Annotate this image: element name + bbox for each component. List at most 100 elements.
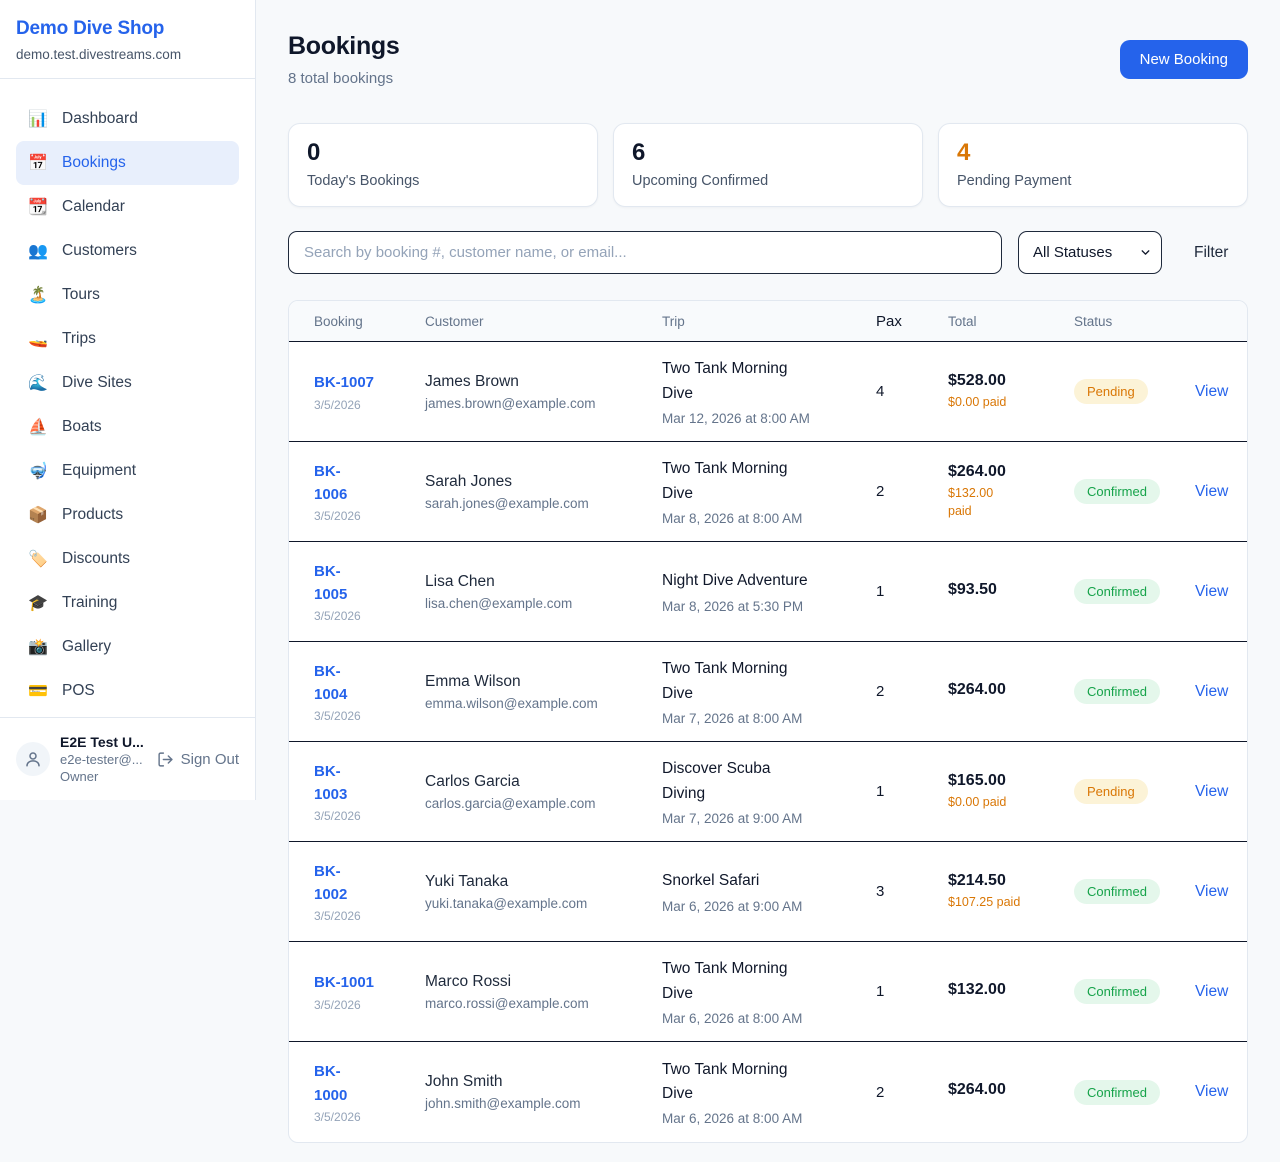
sidebar-item-equipment[interactable]: 🤿 Equipment xyxy=(16,449,239,493)
total-amount: $165.00 xyxy=(948,771,1006,789)
sidebar-item-tours[interactable]: 🏝️ Tours xyxy=(16,273,239,317)
sidebar-item-label: Gallery xyxy=(62,638,112,655)
trip-cell: Discover Scuba Diving Mar 7, 2026 at 9:0… xyxy=(662,757,876,825)
booking-cell: BK- 1003 3/5/2026 xyxy=(314,760,425,824)
user-icon xyxy=(26,752,40,767)
sidebar-item-gallery[interactable]: 📸 Gallery xyxy=(16,625,239,669)
stat-value: 6 xyxy=(632,139,646,166)
filter-row: All Statuses Filter xyxy=(288,231,1248,274)
user-box: E2E Test U... e2e-tester@... Owner Sign … xyxy=(0,717,255,800)
equipment-icon: 🤿 xyxy=(28,463,48,480)
status-select[interactable]: All Statuses xyxy=(1018,231,1162,274)
booking-date: 3/5/2026 xyxy=(314,609,361,624)
view-link[interactable]: View xyxy=(1195,782,1229,800)
sign-out-label: Sign Out xyxy=(180,750,239,768)
view-cell: View xyxy=(1195,983,1247,1001)
status-badge: Confirmed xyxy=(1074,1079,1160,1105)
booking-id-link[interactable]: BK- 1005 xyxy=(314,562,348,603)
sidebar-item-products[interactable]: 📦 Products xyxy=(16,493,239,537)
sidebar-item-bookings[interactable]: 📅 Bookings xyxy=(16,141,239,185)
booking-date: 3/5/2026 xyxy=(314,997,361,1012)
sidebar-item-customers[interactable]: 👥 Customers xyxy=(16,229,239,273)
column-header-booking: Booking xyxy=(314,313,363,329)
customer-cell: John Smith john.smith@example.com xyxy=(425,1073,662,1111)
bookings-icon: 📅 xyxy=(28,155,48,172)
filter-button[interactable]: Filter xyxy=(1194,243,1229,261)
customer-cell: Carlos Garcia carlos.garcia@example.com xyxy=(425,773,662,811)
view-link[interactable]: View xyxy=(1195,1083,1229,1100)
booking-id-link[interactable]: BK- 1004 xyxy=(314,662,348,703)
pax-count: 1 xyxy=(876,983,885,1000)
booking-id-link[interactable]: BK-1007 xyxy=(314,374,375,392)
status-select-wrap: All Statuses xyxy=(1018,231,1162,274)
column-header-customer: Customer xyxy=(425,313,484,329)
sidebar-item-dashboard[interactable]: 📊 Dashboard xyxy=(16,97,239,141)
status-badge: Confirmed xyxy=(1074,979,1160,1004)
customer-cell: Yuki Tanaka yuki.tanaka@example.com xyxy=(425,873,662,911)
table-row: BK- 1004 3/5/2026 Emma Wilson emma.wilso… xyxy=(289,642,1247,742)
shop-header: Demo Dive Shop demo.test.divestreams.com xyxy=(0,0,255,79)
trip-datetime: Mar 7, 2026 at 8:00 AM xyxy=(662,710,803,726)
total-amount: $132.00 xyxy=(948,980,1006,998)
total-amount: $93.50 xyxy=(948,580,997,598)
booking-id-link[interactable]: BK- 1003 xyxy=(314,762,348,803)
booking-date: 3/5/2026 xyxy=(314,509,361,524)
view-link[interactable]: View xyxy=(1195,682,1229,700)
shop-domain: demo.test.divestreams.com xyxy=(16,47,182,62)
sign-out-button[interactable]: Sign Out xyxy=(157,751,239,768)
booking-id-link[interactable]: BK- 1006 xyxy=(314,462,348,503)
customer-cell: Sarah Jones sarah.jones@example.com xyxy=(425,473,662,511)
customer-name: James Brown xyxy=(425,372,519,390)
customer-name: John Smith xyxy=(425,1073,503,1090)
pax-count: 1 xyxy=(876,583,885,600)
view-link[interactable]: View xyxy=(1195,882,1229,900)
booking-id-link[interactable]: BK- 1002 xyxy=(314,862,348,903)
new-booking-button[interactable]: New Booking xyxy=(1119,40,1248,79)
sidebar-item-discounts[interactable]: 🏷️ Discounts xyxy=(16,537,239,581)
sidebar-item-training[interactable]: 🎓 Training xyxy=(16,581,239,625)
stat-card-pending-payment: 4 Pending Payment xyxy=(938,123,1248,207)
trip-cell: Night Dive Adventure Mar 8, 2026 at 5:30… xyxy=(662,569,876,613)
search-input[interactable] xyxy=(288,231,1002,274)
sidebar-item-label: Tours xyxy=(62,286,100,303)
total-amount: $264.00 xyxy=(948,1081,1006,1098)
sidebar-item-trips[interactable]: 🚤 Trips xyxy=(16,317,239,361)
view-link[interactable]: View xyxy=(1195,382,1229,400)
view-link[interactable]: View xyxy=(1195,982,1229,1000)
dashboard-icon: 📊 xyxy=(28,111,48,128)
status-badge: Confirmed xyxy=(1074,879,1160,904)
booking-cell: BK- 1000 3/5/2026 xyxy=(314,1060,425,1124)
booking-cell: BK- 1006 3/5/2026 xyxy=(314,460,425,524)
customer-email: john.smith@example.com xyxy=(425,1096,581,1111)
customer-cell: Lisa Chen lisa.chen@example.com xyxy=(425,573,662,611)
gallery-icon: 📸 xyxy=(28,639,48,656)
view-cell: View xyxy=(1195,383,1247,401)
trip-datetime: Mar 12, 2026 at 8:00 AM xyxy=(662,410,810,426)
status-cell: Confirmed xyxy=(1074,479,1195,504)
sidebar-item-pos[interactable]: 💳 POS xyxy=(16,669,239,713)
customer-cell: Emma Wilson emma.wilson@example.com xyxy=(425,673,662,711)
status-badge: Confirmed xyxy=(1074,479,1160,504)
total-amount: $264.00 xyxy=(948,463,1006,480)
booking-id-link[interactable]: BK- 1000 xyxy=(314,1063,348,1104)
sidebar-nav: 📊 Dashboard 📅 Bookings 📆 Calendar 👥 Cust… xyxy=(0,79,255,717)
pax-count: 4 xyxy=(876,383,885,400)
discounts-icon: 🏷️ xyxy=(28,551,48,568)
trip-cell: Snorkel Safari Mar 6, 2026 at 9:00 AM xyxy=(662,869,876,913)
view-link[interactable]: View xyxy=(1195,582,1229,600)
sidebar-item-label: Dive Sites xyxy=(62,374,132,391)
trip-name: Two Tank Morning Dive xyxy=(662,960,788,1002)
booking-cell: BK- 1004 3/5/2026 xyxy=(314,660,425,724)
booking-cell: BK- 1005 3/5/2026 xyxy=(314,560,425,624)
sidebar-item-boats[interactable]: ⛵ Boats xyxy=(16,405,239,449)
status-cell: Confirmed xyxy=(1074,679,1195,704)
stat-label: Pending Payment xyxy=(957,172,1072,189)
booking-id-link[interactable]: BK-1001 xyxy=(314,974,375,992)
logout-icon xyxy=(158,751,173,767)
trip-name: Two Tank Morning Dive xyxy=(662,660,788,702)
sidebar-item-dive-sites[interactable]: 🌊 Dive Sites xyxy=(16,361,239,405)
view-link[interactable]: View xyxy=(1195,482,1229,500)
sidebar-item-calendar[interactable]: 📆 Calendar xyxy=(16,185,239,229)
calendar-icon: 📆 xyxy=(28,199,48,216)
total-cell: $528.00 $0.00 paid xyxy=(948,372,1074,412)
